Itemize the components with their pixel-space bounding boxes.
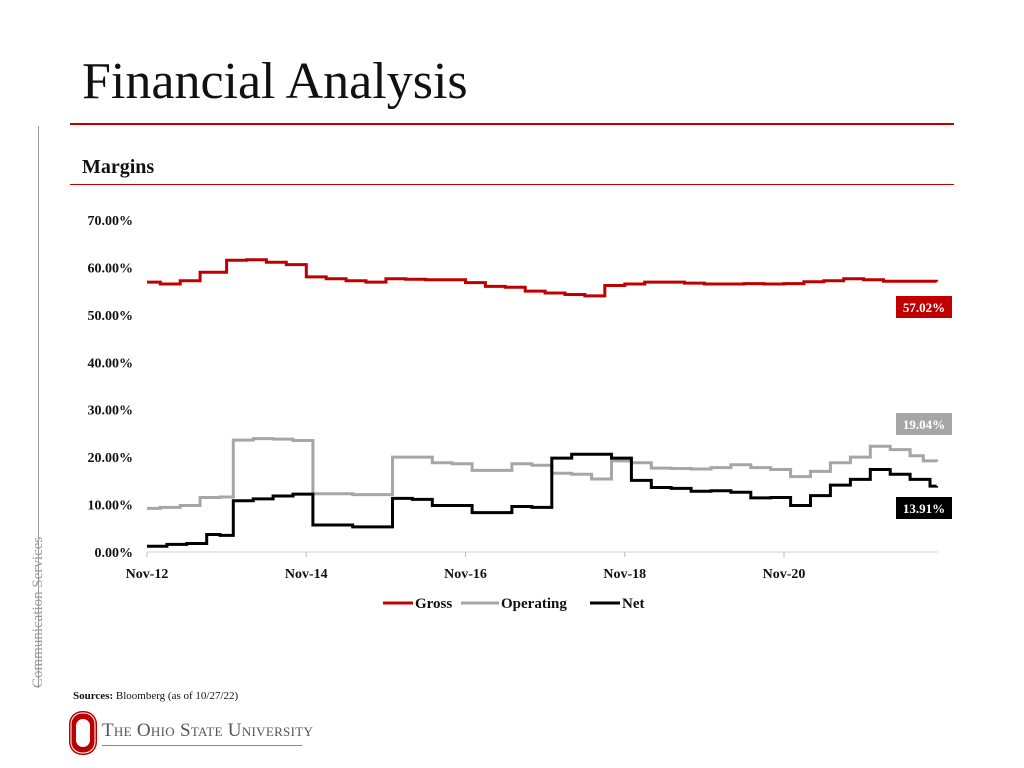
series-line-gross [147, 258, 939, 298]
logo-wordmark: The Ohio State University [102, 720, 314, 741]
end-label-box-gross [896, 296, 952, 318]
subtitle-divider [70, 184, 954, 185]
sources-label: Sources: [73, 690, 114, 702]
legend-label-operating: Operating [501, 596, 567, 612]
end-label-gross: 57.02% [903, 300, 945, 315]
sources-note: Sources: Bloomberg (as of 10/27/22) [73, 690, 238, 702]
series-line-operating [147, 437, 939, 510]
block-o-logo-icon [69, 711, 97, 755]
title-divider [70, 123, 954, 125]
sources-text: Bloomberg (as of 10/27/22) [115, 690, 239, 702]
osu-logo: The Ohio State University [68, 710, 313, 756]
end-label-operating: 19.04% [903, 417, 945, 432]
legend-label-gross: Gross [415, 596, 452, 612]
y-tick-label: 0.00% [95, 546, 134, 561]
series-line-net [147, 452, 939, 548]
y-tick-label: 60.00% [88, 261, 134, 276]
end-label-box-net [896, 497, 952, 519]
x-tick-label: Nov-14 [285, 567, 328, 582]
legend-label-net: Net [622, 596, 645, 612]
y-tick-label: 20.00% [88, 451, 134, 466]
x-tick-label: Nov-20 [763, 567, 806, 582]
logo-underline [102, 745, 302, 746]
end-label-box-operating [896, 413, 952, 435]
x-tick-label: Nov-18 [603, 567, 646, 582]
sidebar-divider [38, 126, 39, 688]
y-tick-label: 50.00% [88, 309, 134, 324]
x-tick-label: Nov-12 [126, 567, 169, 582]
y-tick-label: 30.00% [88, 404, 134, 419]
y-tick-label: 70.00% [88, 214, 134, 229]
chart-subtitle: Margins [82, 156, 155, 178]
y-tick-label: 40.00% [88, 356, 134, 371]
slide-title: Financial Analysis [82, 53, 468, 110]
y-tick-label: 10.00% [88, 499, 134, 514]
x-tick-label: Nov-16 [444, 567, 487, 582]
end-label-net: 13.91% [903, 501, 945, 516]
